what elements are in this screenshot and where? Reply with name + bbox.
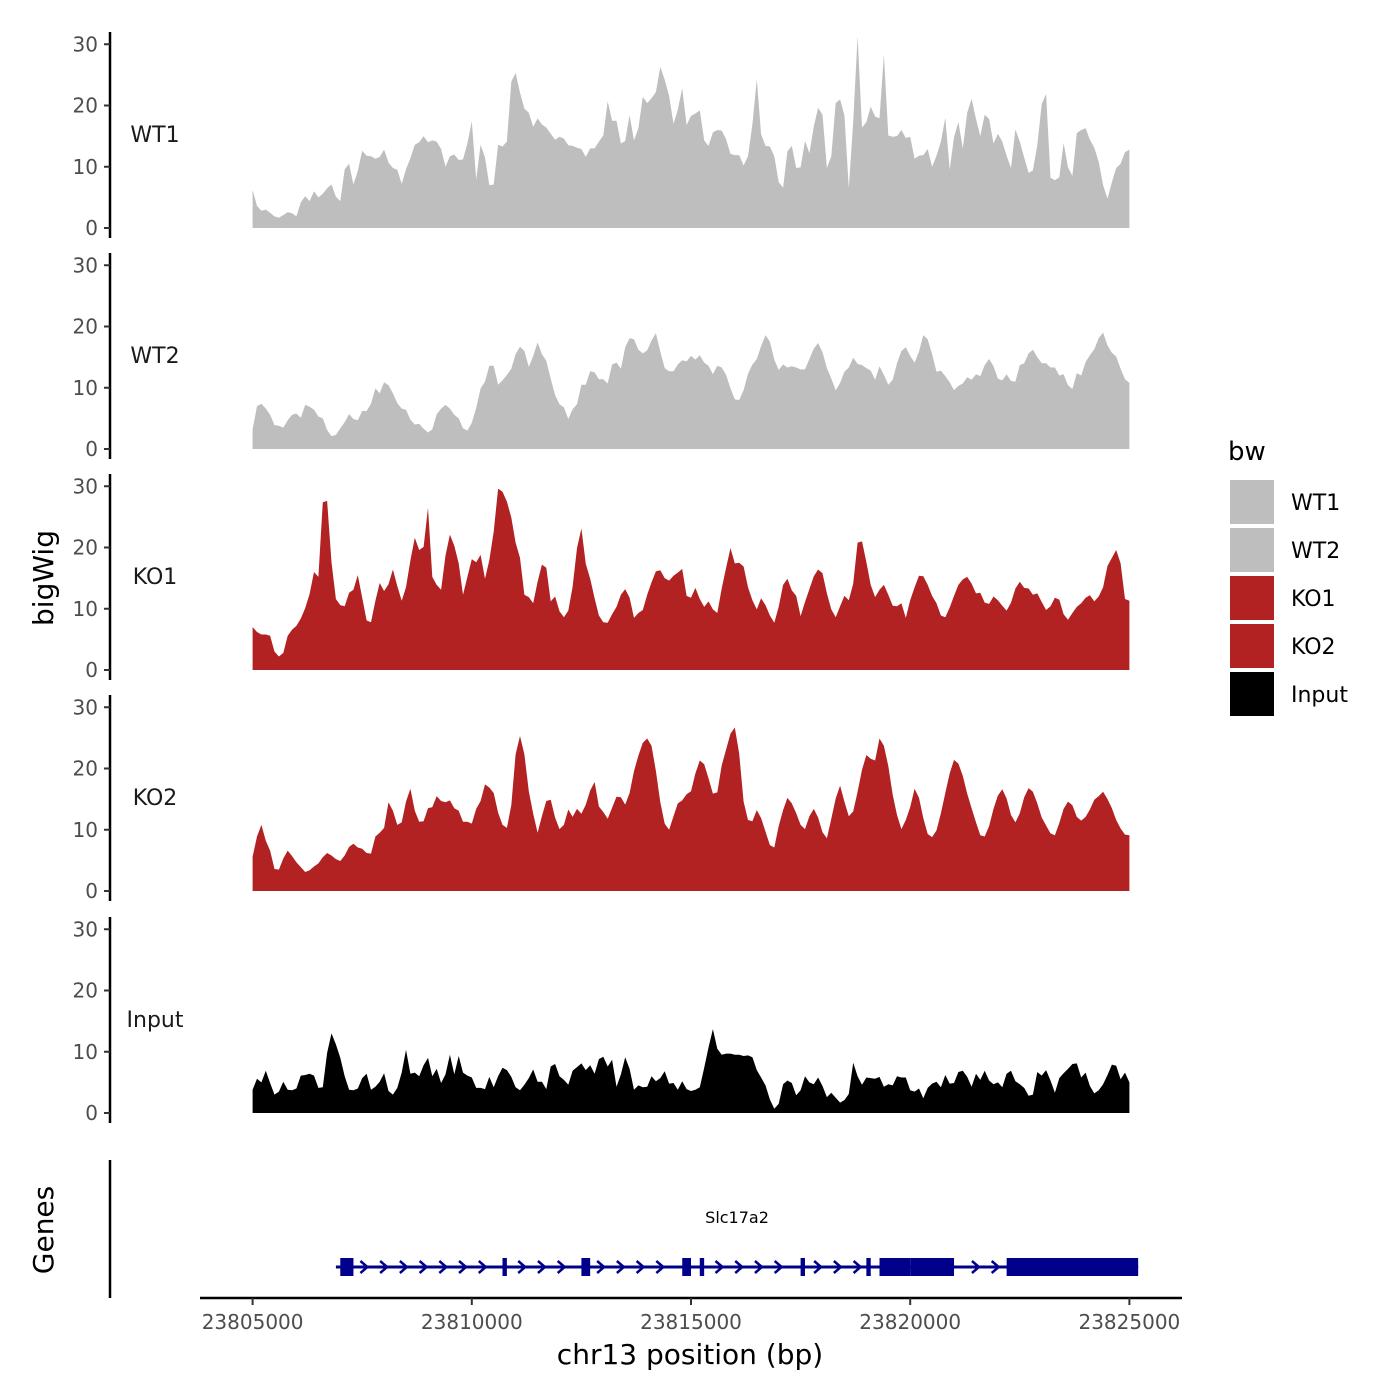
y-tick-label: 30 xyxy=(73,917,98,941)
gene-exon xyxy=(800,1258,805,1276)
legend-label-wt2: WT2 xyxy=(1291,539,1340,564)
y-tick-label: 0 xyxy=(85,879,98,903)
strand-arrow xyxy=(734,1260,745,1274)
y-tick-label: 10 xyxy=(73,597,98,621)
y-tick-label: 0 xyxy=(85,1101,98,1125)
legend-swatch-wt1 xyxy=(1230,480,1274,524)
gene-exon xyxy=(910,1258,955,1276)
gene-exon xyxy=(1006,1258,1139,1276)
legend-label-ko1: KO1 xyxy=(1291,587,1336,612)
track-panels: 0 10 20 30 WT1 0 10 20 30 WT2 0 10 20 30 KO1 0 10 20 30 KO2… xyxy=(73,32,1130,1125)
coverage-area-ko2 xyxy=(252,727,1130,891)
x-axis: 23805000 23810000 23815000 23820000 23825000 xyxy=(200,1296,1182,1334)
gene-exon xyxy=(682,1258,691,1276)
x-tick-label: 23825000 xyxy=(1078,1310,1180,1334)
gene-exon xyxy=(581,1258,591,1276)
track-label-ko2: KO2 xyxy=(133,786,178,811)
track-label-input: Input xyxy=(127,1008,184,1033)
y-tick-label: 30 xyxy=(73,474,98,498)
coverage-area-ko1 xyxy=(252,488,1130,670)
y-tick-label: 10 xyxy=(73,376,98,400)
y-tick-label: 20 xyxy=(73,315,98,339)
legend-label-input: Input xyxy=(1291,683,1348,708)
y-tick-label: 10 xyxy=(73,1040,98,1064)
y-tick-label: 30 xyxy=(73,253,98,277)
y-tick-label: 20 xyxy=(73,536,98,560)
genes-axis-title: Genes xyxy=(27,1186,60,1274)
strand-arrow xyxy=(477,1260,488,1274)
legend-swatch-wt2 xyxy=(1230,528,1274,572)
gene-exon xyxy=(340,1258,354,1276)
y-tick-label: 20 xyxy=(73,94,98,118)
y-tick-label: 0 xyxy=(85,658,98,682)
strand-arrow xyxy=(556,1260,567,1274)
strand-arrow xyxy=(635,1260,646,1274)
y-tick-label: 20 xyxy=(73,757,98,781)
legend-swatch-ko1 xyxy=(1230,576,1274,620)
gene-exon xyxy=(502,1258,507,1276)
genes-panel: Slc17a2 xyxy=(108,1160,1139,1298)
track-label-wt2: WT2 xyxy=(130,344,179,369)
gene-exon xyxy=(866,1258,871,1276)
legend-swatch-input xyxy=(1230,672,1274,716)
coverage-area-wt1 xyxy=(252,36,1130,228)
y-axis-title: bigWig xyxy=(27,530,60,626)
gene-exon xyxy=(699,1258,705,1276)
gene-exon xyxy=(879,1258,911,1276)
strand-arrow xyxy=(813,1260,824,1274)
strand-arrow xyxy=(359,1260,370,1274)
gene-label: Slc17a2 xyxy=(705,1208,769,1227)
x-tick-label: 23810000 xyxy=(421,1310,523,1334)
legend-title: bw xyxy=(1228,437,1266,467)
track-wt2: 0 10 20 30 WT2 xyxy=(73,253,1130,461)
coverage-area-wt2 xyxy=(252,332,1130,449)
strand-arrow xyxy=(438,1260,449,1274)
strand-arrow xyxy=(399,1260,409,1274)
y-tick-label: 10 xyxy=(73,155,98,179)
x-axis-title: chr13 position (bp) xyxy=(557,1338,823,1371)
strand-arrow xyxy=(773,1260,784,1274)
strand-arrow xyxy=(418,1260,429,1274)
strand-arrow xyxy=(714,1260,725,1274)
strand-arrow xyxy=(596,1260,607,1274)
y-tick-label: 30 xyxy=(73,32,98,56)
strand-arrow xyxy=(655,1260,666,1274)
track-wt1: 0 10 20 30 WT1 xyxy=(73,32,1130,240)
legend-label-wt1: WT1 xyxy=(1291,491,1340,516)
y-tick-label: 20 xyxy=(73,979,98,1003)
legend-swatch-ko2 xyxy=(1230,624,1274,668)
x-tick-label: 23805000 xyxy=(202,1310,304,1334)
x-tick-label: 23820000 xyxy=(859,1310,961,1334)
track-label-wt1: WT1 xyxy=(130,123,179,148)
track-label-ko1: KO1 xyxy=(133,565,178,590)
strand-arrow xyxy=(616,1260,626,1274)
track-ko2: 0 10 20 30 KO2 xyxy=(73,695,1130,903)
strand-arrow xyxy=(517,1260,528,1274)
track-input: 0 10 20 30 Input xyxy=(73,917,1130,1125)
strand-arrow xyxy=(379,1260,390,1274)
y-tick-label: 30 xyxy=(73,695,98,719)
y-tick-label: 0 xyxy=(85,216,98,240)
y-tick-label: 0 xyxy=(85,437,98,461)
strand-arrow xyxy=(971,1260,981,1274)
strand-arrow xyxy=(537,1260,547,1274)
strand-arrow xyxy=(833,1260,843,1274)
strand-arrow xyxy=(852,1260,863,1274)
x-tick-label: 23815000 xyxy=(640,1310,742,1334)
legend: bw WT1 WT2 KO1 KO2 Input xyxy=(1228,437,1348,716)
y-tick-label: 10 xyxy=(73,818,98,842)
coverage-area-input xyxy=(252,1029,1130,1113)
legend-label-ko2: KO2 xyxy=(1291,635,1336,660)
strand-arrow xyxy=(990,1260,1001,1274)
strand-arrow xyxy=(754,1260,764,1274)
strand-arrow xyxy=(458,1260,468,1274)
track-ko1: 0 10 20 30 KO1 xyxy=(73,474,1130,682)
